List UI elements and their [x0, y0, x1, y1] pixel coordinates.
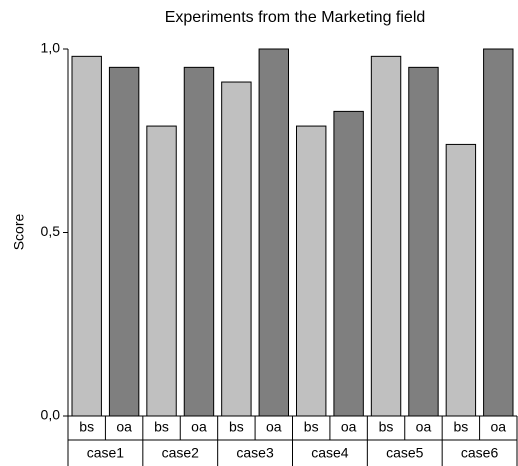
bar: [108, 66, 140, 417]
bar: [146, 125, 177, 417]
bar: [183, 66, 215, 417]
series-label: bs: [453, 419, 468, 435]
y-tick-label: 1,0: [41, 40, 61, 56]
bar: [296, 125, 327, 417]
bar: [221, 81, 252, 417]
x-tick-label: case3: [236, 445, 274, 461]
x-tick-label: case4: [311, 445, 349, 461]
series-label: oa: [116, 419, 132, 435]
bar: [408, 66, 439, 417]
bar: [370, 55, 402, 417]
chart-title: Experiments from the Marketing field: [165, 9, 426, 26]
series-label: oa: [266, 419, 282, 435]
y-tick-label: 0,5: [41, 223, 61, 239]
bar: [258, 48, 290, 417]
bar: [71, 55, 102, 417]
bar: [333, 110, 364, 417]
series-label: bs: [304, 419, 319, 435]
series-label: bs: [154, 419, 169, 435]
series-label: oa: [491, 419, 507, 435]
bar: [445, 143, 477, 417]
series-label: bs: [79, 419, 94, 435]
x-tick-label: case5: [386, 445, 424, 461]
y-tick-label: 0,0: [41, 407, 61, 423]
y-axis-label: Score: [11, 214, 27, 251]
series-label: bs: [229, 419, 244, 435]
x-tick-label: case2: [162, 445, 200, 461]
series-label: oa: [191, 419, 207, 435]
x-tick-label: case1: [87, 445, 125, 461]
x-tick-label: case6: [461, 445, 499, 461]
series-label: oa: [341, 419, 357, 435]
bar: [483, 48, 514, 417]
series-label: oa: [416, 419, 432, 435]
series-label: bs: [379, 419, 394, 435]
